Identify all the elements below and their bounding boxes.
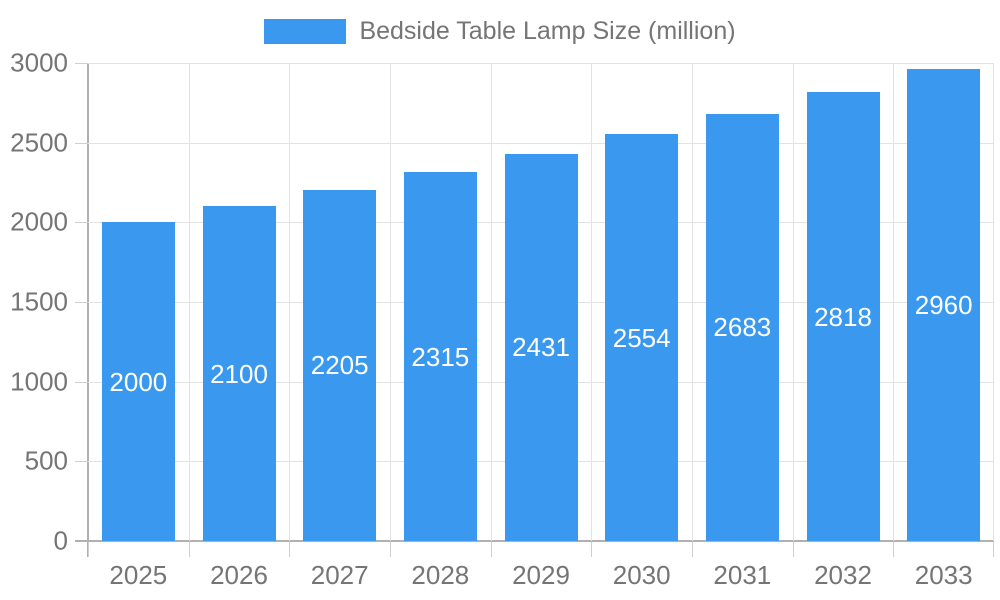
bar-2025[interactable]: 2000 xyxy=(101,222,175,541)
bar-2032[interactable]: 2818 xyxy=(806,92,880,541)
h-gridline xyxy=(88,63,994,64)
plot-area: 0 500 1000 1500 2000 2500 3000 2025 2026 2027 2028… xyxy=(10,49,994,588)
x-tick xyxy=(88,542,89,557)
x-axis-label: 2030 xyxy=(612,560,671,590)
v-gridline xyxy=(591,63,593,541)
x-tick xyxy=(188,542,190,557)
bar-2031[interactable]: 2683 xyxy=(705,113,779,541)
y-axis-line xyxy=(87,63,89,557)
x-tick xyxy=(893,542,895,557)
y-axis-label: 2000 xyxy=(10,206,68,237)
v-gridline xyxy=(490,63,492,541)
x-axis-label: 2028 xyxy=(411,560,470,590)
v-gridline xyxy=(692,63,693,541)
bar-value-label: 2000 xyxy=(109,366,168,397)
y-axis-label: 3000 xyxy=(10,47,68,78)
x-tick xyxy=(490,542,492,557)
bar-value-label: 2818 xyxy=(814,301,872,332)
x-axis-line xyxy=(75,540,994,542)
bar-2033[interactable]: 2960 xyxy=(907,69,981,541)
bar-2030[interactable]: 2554 xyxy=(605,134,679,541)
legend[interactable]: Bedside Table Lamp Size (million) xyxy=(0,16,1000,46)
bar-value-label: 2431 xyxy=(512,332,570,363)
y-axis-label: 500 xyxy=(24,445,68,476)
y-axis-label: 1500 xyxy=(10,286,68,317)
v-gridline xyxy=(893,63,895,541)
y-tick xyxy=(75,461,88,463)
bar-2027[interactable]: 2205 xyxy=(303,189,377,541)
y-tick xyxy=(75,302,88,303)
x-tick xyxy=(591,542,593,557)
y-axis-label: 2500 xyxy=(10,127,68,158)
x-axis-label: 2033 xyxy=(914,560,973,590)
x-tick xyxy=(390,542,391,557)
x-axis-label: 2032 xyxy=(814,560,872,590)
v-gridline xyxy=(993,63,994,541)
x-tick xyxy=(792,542,794,557)
bar-value-label: 2205 xyxy=(310,350,369,381)
bar-value-label: 2315 xyxy=(411,341,470,372)
legend-label: Bedside Table Lamp Size (million) xyxy=(359,16,736,45)
y-tick xyxy=(75,63,88,64)
v-gridline xyxy=(188,63,190,541)
bar-value-label: 2960 xyxy=(914,290,973,321)
bar-value-label: 2683 xyxy=(713,312,772,343)
bar-2029[interactable]: 2431 xyxy=(504,153,578,541)
x-tick xyxy=(993,542,994,557)
h-gridline xyxy=(88,142,994,144)
v-gridline xyxy=(289,63,291,541)
x-axis-label: 2027 xyxy=(310,560,369,590)
x-axis-label: 2031 xyxy=(713,560,772,590)
x-axis-label: 2029 xyxy=(512,560,570,590)
bar-value-label: 2554 xyxy=(612,322,671,353)
y-tick xyxy=(75,222,88,224)
y-axis-label: 1000 xyxy=(10,366,68,397)
x-axis-label: 2025 xyxy=(109,560,168,590)
bar-2028[interactable]: 2315 xyxy=(403,172,477,541)
x-tick xyxy=(692,542,693,557)
v-gridline xyxy=(390,63,391,541)
x-tick xyxy=(289,542,291,557)
bar-value-label: 2100 xyxy=(210,358,268,389)
bar-2026[interactable]: 2100 xyxy=(202,206,276,541)
y-axis-label: 0 xyxy=(53,525,68,556)
y-tick xyxy=(75,381,88,383)
legend-swatch xyxy=(264,18,347,44)
v-gridline xyxy=(792,63,794,541)
y-tick xyxy=(75,142,88,144)
x-axis-label: 2026 xyxy=(210,560,268,590)
